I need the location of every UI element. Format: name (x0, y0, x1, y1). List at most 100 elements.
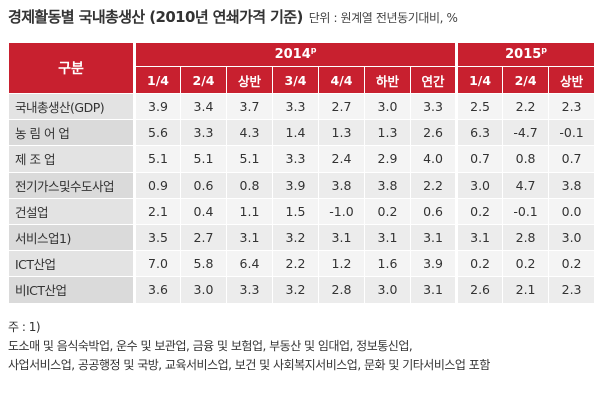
table-cell: 0.2 (456, 250, 504, 278)
footnotes: 주 : 1) 도소매 및 음식숙박업, 운수 및 보관업, 금융 및 보험업, … (8, 318, 594, 375)
period-header: 연간 (409, 66, 459, 94)
table-cell: 0.6 (180, 171, 227, 199)
header-gubun: 구분 (8, 42, 136, 94)
table-cell: 0.8 (502, 145, 550, 173)
table-cell: 2.6 (409, 119, 459, 147)
period-header: 상반 (548, 66, 596, 94)
table-cell: 2.1 (134, 197, 181, 225)
table-cell: -1.0 (318, 197, 365, 225)
table-row: 제 조 업 5.1 5.1 5.1 3.3 2.4 2.9 4.0 0.7 0.8 0.7 (8, 145, 596, 173)
table-cell: 0.7 (456, 145, 504, 173)
table-cell: 4.3 (226, 119, 273, 147)
table-cell: 2.2 (502, 92, 550, 121)
table-cell: 3.0 (364, 276, 411, 304)
table-cell: 3.1 (364, 223, 411, 252)
table-cell: 3.3 (272, 92, 319, 121)
table-cell: 5.8 (180, 250, 227, 278)
header-year-2015: 2015p (456, 42, 596, 67)
table-cell: 0.2 (502, 250, 550, 278)
table-cell: 3.9 (134, 92, 181, 121)
table-cell: 2.4 (318, 145, 365, 173)
period-header: 1/4 (456, 66, 504, 94)
table-cell: -4.7 (502, 119, 550, 147)
table-cell: 3.7 (226, 92, 273, 121)
footnote-heading: 주 : 1) (8, 320, 41, 334)
table-cell: 1.4 (272, 119, 319, 147)
footnote-line: 사업서비스업, 공공행정 및 국방, 교육서비스업, 보건 및 사회복지서비스업… (8, 358, 490, 372)
table-cell: 2.3 (548, 276, 596, 304)
table-cell: 3.3 (409, 92, 459, 121)
table-cell: 1.5 (272, 197, 319, 225)
row-label: 국내총생산(GDP) (8, 92, 136, 121)
table-cell: 3.0 (548, 223, 596, 252)
table-cell: 2.7 (318, 92, 365, 121)
row-label: 제 조 업 (8, 145, 136, 173)
row-label: 서비스업1) (8, 223, 136, 252)
table-cell: 2.6 (456, 276, 504, 304)
gdp-table: 구분 2014 p 2015p 1/4 2/4 상반 3/4 4/4 하반 연간 … (8, 42, 596, 304)
table-cell: 0.8 (226, 171, 273, 199)
row-label: 농 림 어 업 (8, 119, 136, 147)
table-cell: 5.6 (134, 119, 181, 147)
row-label: ICT산업 (8, 250, 136, 278)
period-header: 상반 (226, 66, 273, 94)
table-cell: 6.4 (226, 250, 273, 278)
table-row: 국내총생산(GDP) 3.9 3.4 3.7 3.3 2.7 3.0 3.3 2.5 2.2 2.3 (8, 92, 596, 121)
table-row: 서비스업1) 3.5 2.7 3.1 3.2 3.1 3.1 3.1 3.1 2.8 3.0 (8, 223, 596, 252)
table-cell: 4.7 (502, 171, 550, 199)
period-header: 하반 (364, 66, 411, 94)
table-cell: 0.6 (409, 197, 459, 225)
table-row: 비ICT산업 3.6 3.0 3.3 3.2 2.8 3.0 3.1 2.6 2.1 2.3 (8, 276, 596, 304)
table-cell: -0.1 (502, 197, 550, 225)
table-cell: 2.1 (502, 276, 550, 304)
footnote-line: 도소매 및 음식숙박업, 운수 및 보관업, 금융 및 보험업, 부동산 및 임… (8, 339, 413, 353)
table-cell: 3.1 (409, 223, 459, 252)
table-cell: 2.9 (364, 145, 411, 173)
table-row: 농 림 어 업 5.6 3.3 4.3 1.4 1.3 1.3 2.6 6.3 -4.7 -0.1 (8, 119, 596, 147)
table-cell: 2.8 (502, 223, 550, 252)
table-cell: 3.1 (409, 276, 459, 304)
table-cell: 3.9 (409, 250, 459, 278)
table-cell: 0.2 (456, 197, 504, 225)
year-2015-text: 2015 (505, 47, 542, 62)
table-cell: 3.4 (180, 92, 227, 121)
header-row-years: 구분 2014 p 2015p (8, 42, 596, 94)
table-cell: 0.2 (364, 197, 411, 225)
table-cell: 3.3 (180, 119, 227, 147)
table-cell: 3.0 (180, 276, 227, 304)
table-cell: 2.8 (318, 276, 365, 304)
table-body: 국내총생산(GDP) 3.9 3.4 3.7 3.3 2.7 3.0 3.3 2.5 2.2 2.3… (8, 92, 596, 304)
table-cell: 3.8 (318, 171, 365, 199)
table-cell: 3.2 (272, 276, 319, 304)
table-cell: 3.1 (456, 223, 504, 252)
row-label: 전기가스및수도사업 (8, 171, 136, 199)
table-cell: 1.3 (318, 119, 365, 147)
table-cell: 3.9 (272, 171, 319, 199)
period-header: 2/4 (502, 66, 550, 94)
header-row-periods: 1/4 2/4 상반 3/4 4/4 하반 연간 1/4 2/4 상반 (9, 66, 596, 94)
title-row: 경제활동별 국내총생산 (2010년 연쇄가격 기준) 단위 : 원계열 전년동… (8, 6, 594, 34)
table-cell: 2.2 (272, 250, 319, 278)
table-cell: 2.5 (456, 92, 504, 121)
table-row: ICT산업 7.0 5.8 6.4 2.2 1.2 1.6 3.9 0.2 0.2 0.2 (8, 250, 596, 278)
table-cell: 0.4 (180, 197, 227, 225)
table-cell: 3.5 (134, 223, 181, 252)
period-header: 4/4 (318, 66, 365, 94)
row-label: 비ICT산업 (8, 276, 136, 304)
table-cell: 1.3 (364, 119, 411, 147)
table-row: 건설업 2.1 0.4 1.1 1.5 -1.0 0.2 0.6 0.2 -0.1 0.0 (8, 197, 596, 225)
table-cell: 3.2 (272, 223, 319, 252)
period-header: 2/4 (180, 66, 227, 94)
table-cell: 1.1 (226, 197, 273, 225)
period-header: 1/4 (134, 66, 181, 94)
table-cell: 3.1 (318, 223, 365, 252)
table-cell: 0.0 (548, 197, 596, 225)
row-label: 건설업 (8, 197, 136, 225)
year-2014-text: 2014 (274, 47, 311, 62)
table-cell: 0.9 (134, 171, 181, 199)
table-row: 전기가스및수도사업 0.9 0.6 0.8 3.9 3.8 3.8 2.2 3.0 4.7 3.8 (8, 171, 596, 199)
preliminary-mark-2015: p (541, 45, 548, 55)
table-cell: 3.3 (226, 276, 273, 304)
table-cell: 1.2 (318, 250, 365, 278)
table-cell: 0.2 (548, 250, 596, 278)
